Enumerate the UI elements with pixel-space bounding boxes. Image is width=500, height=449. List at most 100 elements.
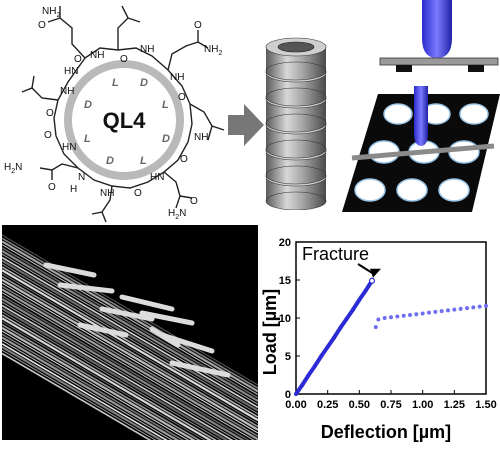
sem-rod — [77, 322, 129, 338]
chirality-1: L — [112, 77, 119, 89]
y-tick-label: 15 — [279, 275, 291, 287]
cyclic-ring — [64, 60, 184, 180]
post-fracture-point — [452, 307, 457, 312]
sem-fiber — [1, 244, 259, 396]
methyl-bottom — [101, 211, 107, 223]
fracture-arrow-icon — [357, 263, 381, 278]
sem-fiber — [1, 307, 244, 449]
sem-fiber — [1, 288, 259, 441]
y-tick-label: 0 — [285, 389, 291, 401]
amine-tr: NH2 — [204, 44, 222, 57]
sem-rod — [119, 294, 175, 312]
h-1: H — [70, 184, 77, 195]
y-axis-label: Load [µm] — [260, 289, 280, 375]
methyl-left — [31, 75, 35, 89]
x-tick-label: 1.00 — [412, 399, 433, 411]
oxygen-l1: O — [44, 130, 52, 141]
fracture-annotation: Fracture — [302, 244, 369, 264]
oxygen-top: O — [120, 54, 128, 65]
load-point — [313, 363, 317, 368]
sem-fiber — [1, 234, 259, 386]
load-point — [363, 288, 368, 293]
nanotube-stack-illustration — [258, 35, 334, 211]
post-fracture-point — [376, 317, 381, 322]
oxygen-tl: O — [38, 20, 46, 31]
x-tick-label: 0.00 — [285, 399, 306, 411]
sem-fiber — [1, 278, 259, 431]
sem-fiber — [1, 349, 172, 449]
sem-rod — [169, 360, 231, 378]
sem-fiber — [1, 269, 259, 422]
carbonyl-br — [179, 195, 193, 199]
x-tick-label: 0.75 — [380, 399, 401, 411]
nh-2: NH — [140, 44, 154, 55]
sem-fiber — [1, 298, 259, 449]
load-point — [294, 392, 298, 396]
nh-4: NH — [194, 132, 208, 143]
load-point — [306, 373, 311, 377]
sem-fiber — [1, 266, 259, 418]
load-point — [300, 382, 305, 387]
nh-3: NH — [170, 72, 184, 83]
sem-rod — [99, 306, 155, 322]
sem-rod — [43, 262, 97, 278]
x-tick-label: 0.50 — [349, 399, 370, 411]
load-point — [351, 307, 355, 312]
sem-fiber — [1, 346, 179, 449]
load-point — [319, 354, 324, 358]
afm-tip-icon-2 — [414, 86, 428, 146]
y-tick-label: 20 — [279, 237, 291, 249]
sem-fiber — [1, 282, 259, 434]
side-chain-bl — [39, 163, 79, 171]
post-fracture-point — [439, 309, 444, 314]
chirality-2: D — [140, 77, 148, 89]
cyclic-peptide-structure: QL4 L D L D L D L D NH2 O NH NH O NH2 O … — [0, 0, 240, 225]
post-fracture-point — [465, 306, 469, 311]
post-fracture-point — [484, 303, 488, 308]
sem-fiber — [1, 250, 259, 402]
oxygen-tr: O — [194, 20, 202, 31]
afm-tip-side-view — [378, 0, 500, 78]
oxygen-l2: O — [46, 108, 54, 119]
oxygen-r2: O — [180, 154, 188, 165]
nh-5: NH — [100, 188, 114, 199]
methyl-right — [207, 125, 213, 141]
chirality-7: L — [84, 133, 91, 145]
chirality-5: L — [140, 155, 147, 167]
post-fracture-point — [382, 316, 387, 320]
x-tick-label: 1.25 — [444, 399, 465, 411]
hn-1: HN — [150, 172, 164, 183]
x-tick-label: 1.50 — [475, 399, 496, 411]
sem-fiber — [1, 285, 259, 437]
oxygen-r1: O — [178, 92, 186, 103]
nanotube-bundle — [351, 143, 495, 161]
load-point — [357, 297, 362, 302]
sem-fiber — [1, 330, 205, 449]
post-fracture-point — [477, 304, 482, 309]
amine-tl: NH2 — [42, 6, 60, 19]
load-point — [344, 316, 349, 321]
sem-fiber — [1, 352, 167, 449]
sem-fiber — [1, 304, 249, 449]
side-chain-tr — [167, 41, 209, 71]
oxygen-l3: O — [74, 54, 82, 65]
support-left — [396, 65, 412, 72]
side-chain-right — [189, 103, 225, 131]
chirality-4: D — [162, 133, 170, 145]
chirality-6: D — [106, 155, 114, 167]
amine-br: H2N — [168, 208, 186, 221]
y-tick-label: 5 — [285, 351, 291, 363]
sem-fiber — [1, 272, 259, 424]
sem-fiber — [1, 301, 254, 449]
oxygen-bl: O — [48, 182, 56, 193]
post-fracture-point — [401, 313, 406, 318]
post-fracture-point — [408, 312, 412, 317]
load-deflection-chart: 0.00 0.25 0.50 0.75 1.00 1.25 1.50 0 5 10 15 20 Def… — [258, 230, 500, 444]
sem-fiber — [1, 292, 259, 444]
sem-fiber — [1, 253, 259, 405]
sem-fiber — [1, 343, 184, 449]
post-fracture-point — [446, 308, 450, 313]
nh-1: NH — [90, 50, 104, 61]
sem-fiber — [1, 263, 259, 415]
sem-fiber — [1, 333, 200, 449]
